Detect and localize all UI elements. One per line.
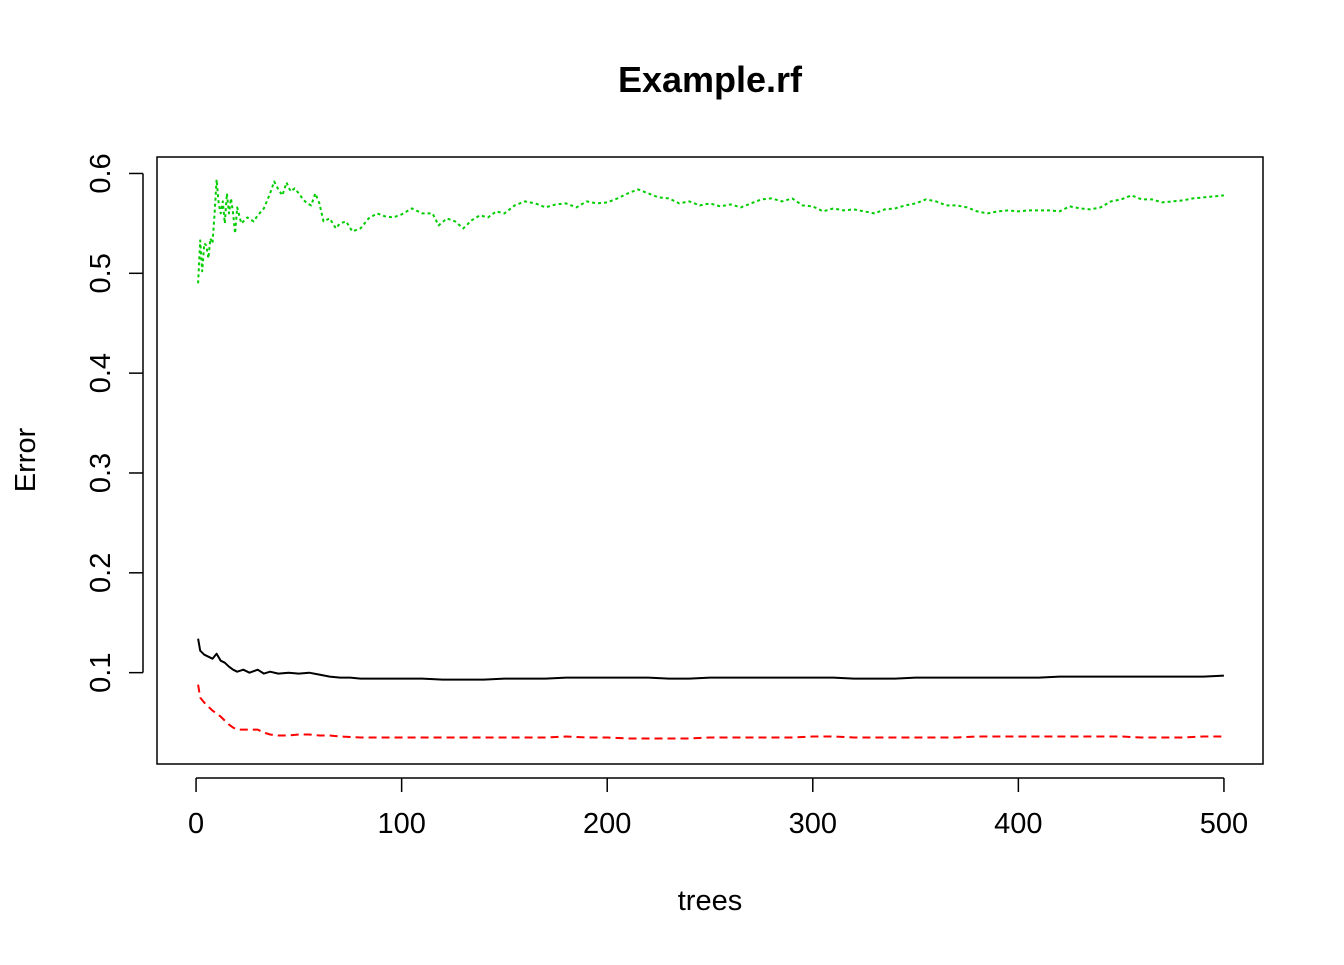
series-line-2 (197, 684, 1224, 740)
chart-title: Example.rf (618, 59, 803, 100)
series-layer (197, 178, 1224, 740)
y-tick-label: 0.2 (85, 553, 117, 593)
series-line-1 (197, 638, 1224, 681)
x-tick-label: 300 (789, 808, 837, 840)
x-tick-label: 500 (1200, 808, 1248, 840)
x-tick-label: 0 (188, 808, 204, 840)
x-tick-label: 400 (994, 808, 1042, 840)
y-tick-label: 0.6 (85, 153, 117, 193)
y-tick-label: 0.1 (85, 653, 117, 693)
y-tick-label: 0.5 (85, 253, 117, 293)
y-tick-label: 0.4 (85, 353, 117, 393)
x-tick-label: 200 (583, 808, 631, 840)
series-line-3 (197, 178, 1224, 284)
y-axis: 0.1 0.2 0.3 0.4 0.5 0.6 (85, 153, 144, 693)
x-axis: 0 100 200 300 400 500 (188, 777, 1248, 840)
y-tick-label: 0.3 (85, 453, 117, 493)
x-tick-label: 100 (377, 808, 425, 840)
plot-frame (156, 156, 1264, 765)
y-axis-label: Error (10, 427, 42, 492)
x-axis-label: trees (678, 885, 742, 917)
